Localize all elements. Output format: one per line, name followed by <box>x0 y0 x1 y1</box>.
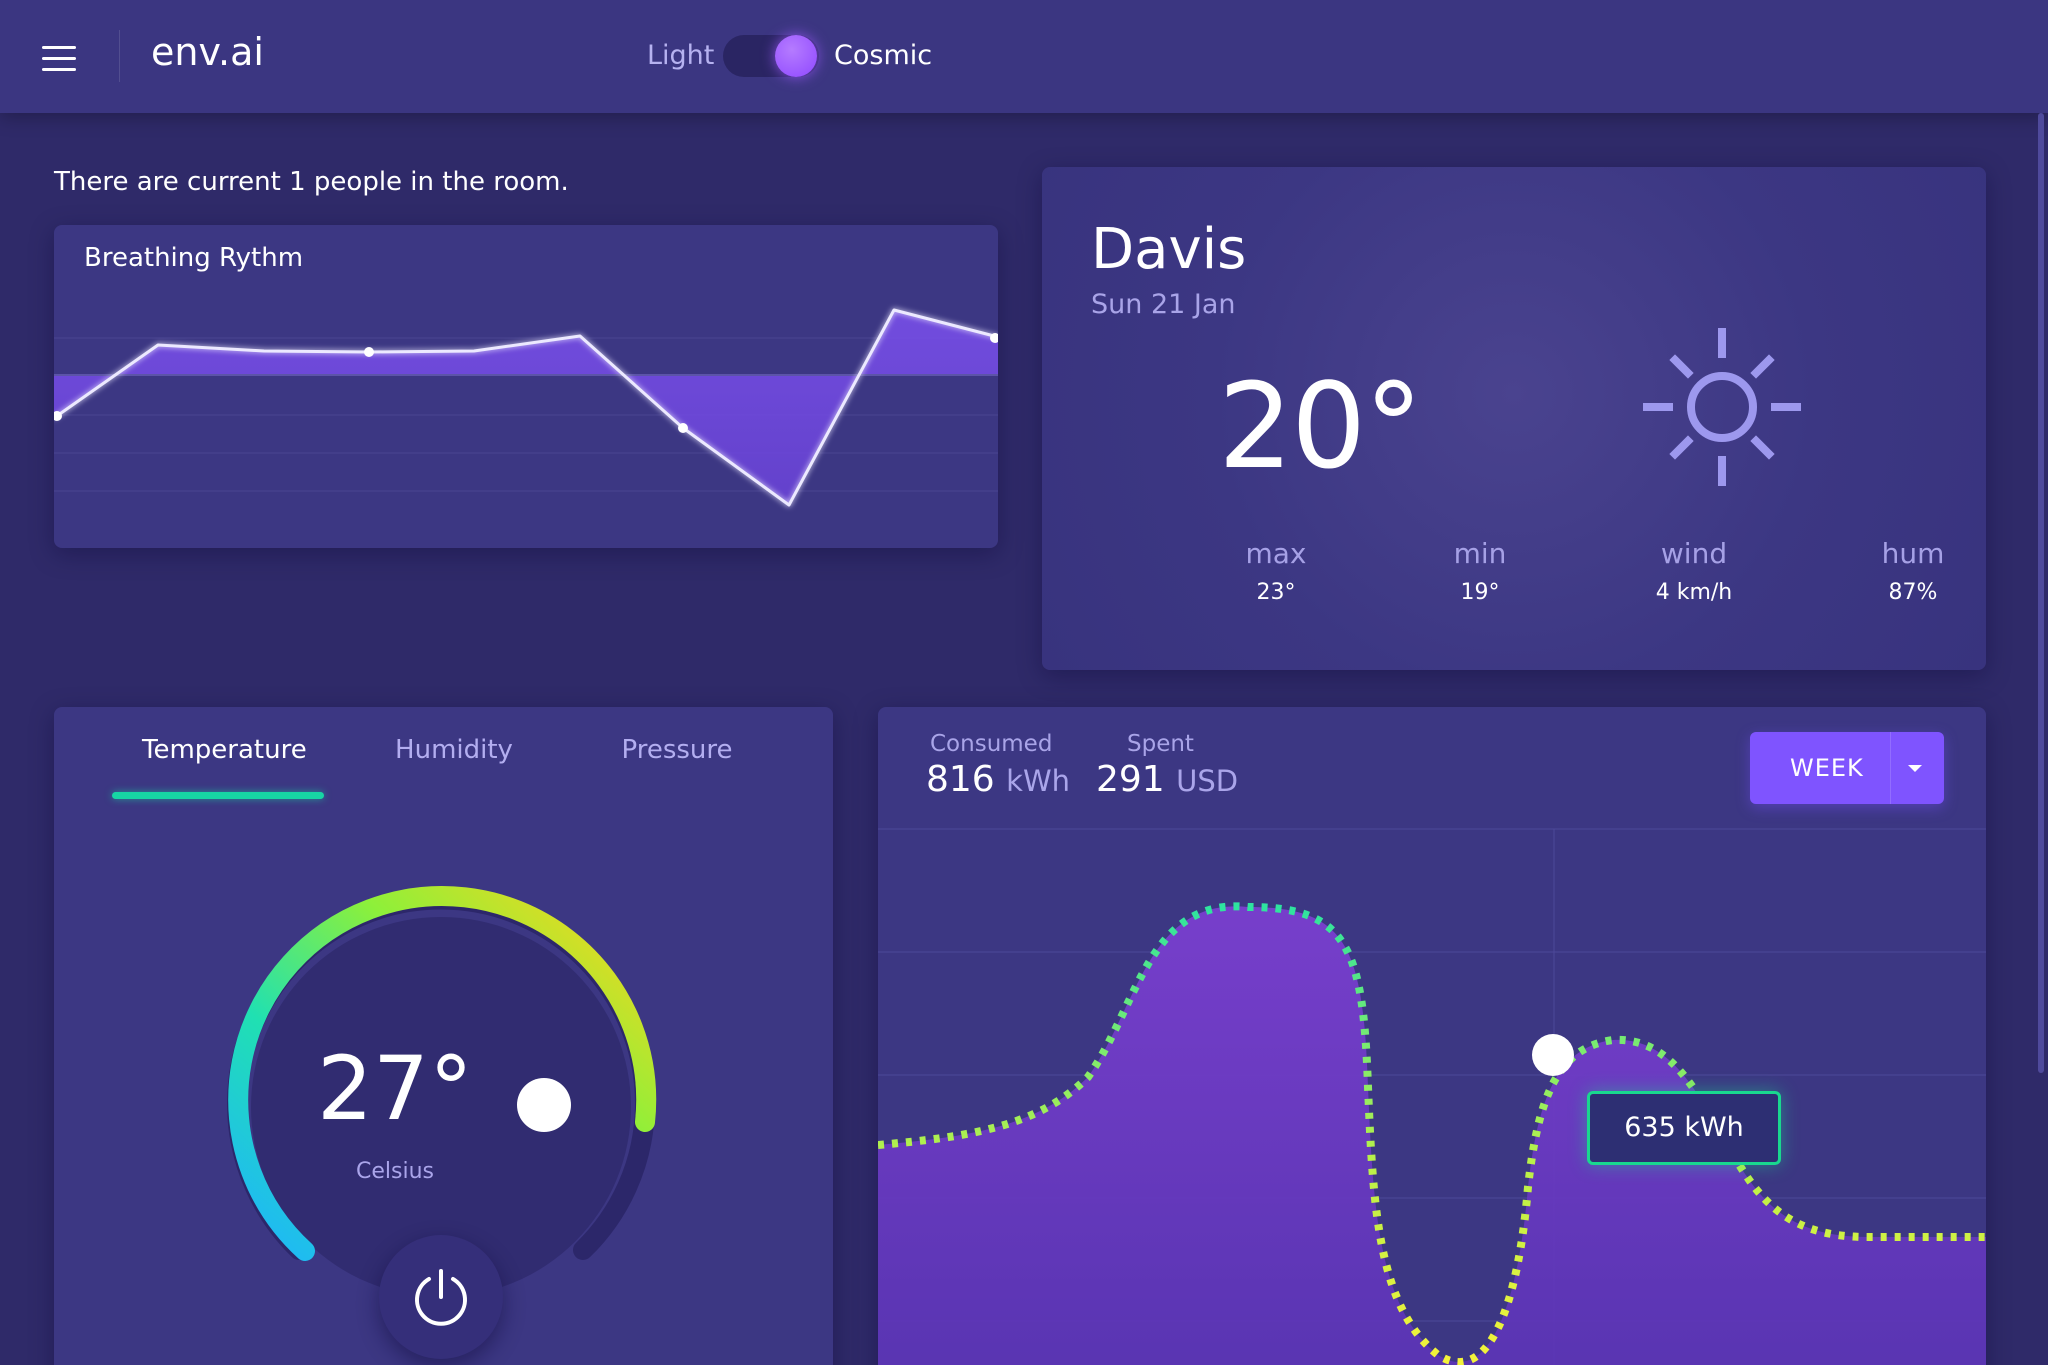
weather-stat-label: wind <box>1660 537 1728 570</box>
energy-selected-point[interactable] <box>1532 1034 1574 1076</box>
breathing-point[interactable] <box>990 333 998 343</box>
header-divider <box>119 30 120 82</box>
climate-controls-card: Temperature Humidity Pressure 27° Celsiu… <box>54 707 833 1365</box>
energy-chart <box>878 828 1986 1365</box>
weather-stat-hum: hum 87% <box>1833 537 1993 605</box>
weather-stat-label: max <box>1245 537 1307 570</box>
gauge-unit-label: Celsius <box>356 1159 434 1184</box>
spent-value: 291 <box>1096 759 1165 800</box>
sun-icon <box>1643 328 1801 486</box>
occupancy-text: There are current 1 people in the room. <box>54 167 569 197</box>
page-scrollbar[interactable] <box>2038 113 2044 1073</box>
gauge-progress-arc <box>228 886 657 1261</box>
weather-city: Davis <box>1091 217 1247 282</box>
tab-humidity[interactable]: Humidity <box>395 735 513 765</box>
period-dropdown-separator <box>1890 732 1891 804</box>
breathing-rhythm-card: Breathing Rythm <box>54 225 998 548</box>
spent-value-group: 291 USD <box>1096 759 1238 800</box>
breathing-point[interactable] <box>364 347 374 357</box>
breathing-point[interactable] <box>678 423 688 433</box>
weather-stat-value: 19° <box>1460 580 1500 605</box>
period-dropdown[interactable]: WEEK <box>1750 732 1944 804</box>
weather-temperature: 20° <box>1218 357 1423 495</box>
theme-light-label[interactable]: Light <box>647 40 715 71</box>
gauge-handle[interactable] <box>517 1078 571 1132</box>
weather-stat-label: min <box>1453 537 1507 570</box>
spent-unit: USD <box>1176 764 1239 798</box>
consumed-value-group: 816 kWh <box>926 759 1070 800</box>
weather-stat-label: hum <box>1881 537 1945 570</box>
consumed-label: Consumed <box>930 731 1053 757</box>
weather-card: Davis Sun 21 Jan 20° max 23° min 19° win… <box>1042 167 1986 670</box>
gauge-face <box>251 917 631 1297</box>
consumed-value: 816 <box>926 759 995 800</box>
energy-tooltip: 635 kWh <box>1587 1091 1781 1165</box>
active-tab-indicator <box>112 792 324 799</box>
breathing-line <box>54 308 998 507</box>
consumed-unit: kWh <box>1006 764 1071 798</box>
weather-date: Sun 21 Jan <box>1091 289 1236 320</box>
energy-area <box>878 906 1986 1365</box>
theme-cosmic-label[interactable]: Cosmic <box>834 40 933 71</box>
power-icon[interactable] <box>407 1263 475 1331</box>
weather-stat-value: 4 km/h <box>1655 580 1733 605</box>
weather-stat-wind: wind 4 km/h <box>1614 537 1774 605</box>
breathing-rhythm-title: Breathing Rythm <box>84 243 304 273</box>
spent-label: Spent <box>1127 731 1194 757</box>
weather-stat-value: 87% <box>1888 580 1938 605</box>
gauge-temperature-value: 27° <box>317 1037 473 1140</box>
hamburger-menu-icon[interactable] <box>38 38 80 72</box>
power-button[interactable] <box>379 1235 503 1359</box>
weather-stat-min: min 19° <box>1400 537 1560 605</box>
breathing-point[interactable] <box>54 411 62 421</box>
weather-stat-max: max 23° <box>1196 537 1356 605</box>
top-bar: env.ai Light Cosmic <box>0 0 2048 113</box>
chevron-down-icon[interactable] <box>1908 765 1922 772</box>
theme-toggle[interactable] <box>723 35 819 77</box>
breathing-area <box>54 310 998 505</box>
tab-temperature[interactable]: Temperature <box>142 735 307 765</box>
temperature-gauge[interactable] <box>204 857 684 1337</box>
brand-logo: env.ai <box>151 30 264 74</box>
period-label[interactable]: WEEK <box>1790 754 1864 782</box>
energy-consumption-card: Consumed 816 kWh Spent 291 USD WEEK 635 … <box>878 707 1986 1365</box>
tab-pressure[interactable]: Pressure <box>621 735 733 765</box>
breathing-rhythm-chart <box>54 308 998 507</box>
theme-toggle-knob[interactable] <box>775 35 817 77</box>
weather-stat-value: 23° <box>1256 580 1296 605</box>
